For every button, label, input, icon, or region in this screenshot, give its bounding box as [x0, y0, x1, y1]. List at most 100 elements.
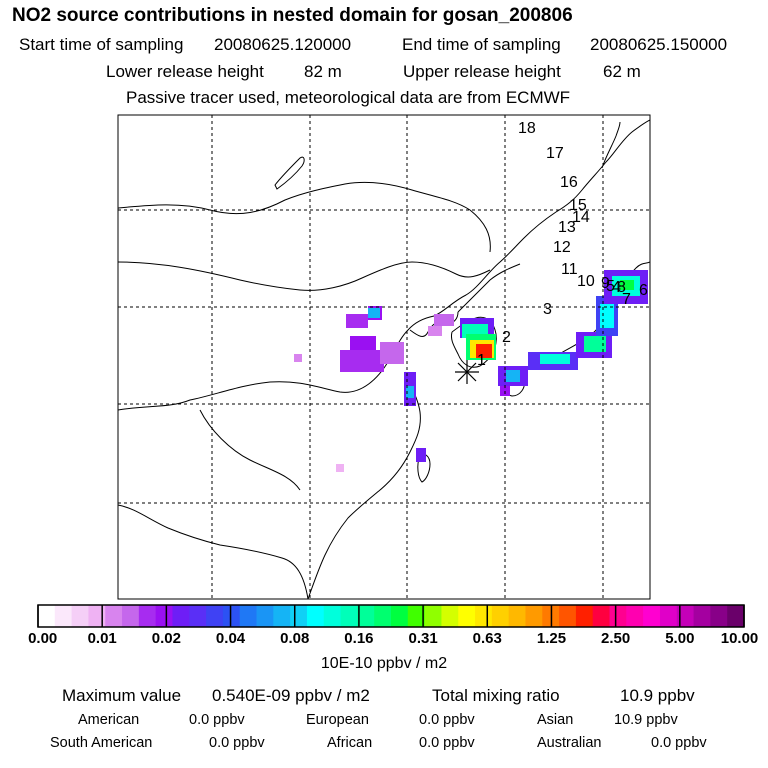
end-time-label: End time of sampling [402, 35, 561, 54]
inner-border [199, 409, 301, 491]
map-frame [117, 114, 651, 600]
source-australian-value: 0.0 ppbv [651, 735, 707, 751]
lower-height-value: 82 m [304, 62, 342, 81]
trajectory-label: 14 [572, 209, 590, 226]
colorbar-swatch [172, 605, 190, 627]
colorbar-swatch [609, 605, 627, 627]
colorbar-tick-label: 0.08 [280, 630, 310, 647]
trajectory-label: 4 [612, 279, 621, 296]
colorbar-swatch [424, 605, 443, 627]
south-china-coast [118, 504, 309, 599]
source-european-value: 0.0 ppbv [419, 712, 475, 728]
lower-height-label: Lower release height [106, 62, 264, 81]
colorbar-swatch [306, 605, 325, 627]
mongolia-border [118, 261, 491, 291]
colorbar-tick-label: 0.04 [215, 630, 246, 647]
end-time-value: 20080625.150000 [590, 35, 728, 54]
trajectory-label: 15 [569, 197, 587, 214]
colorbar-swatch [222, 605, 241, 627]
trajectory-label: 12 [553, 239, 571, 256]
source-contribution-field [294, 270, 648, 472]
trajectory-label: 7 [622, 291, 631, 308]
colorbar-swatch [71, 605, 90, 627]
trajectory-label: 8 [617, 279, 626, 296]
trajectory-label: 18 [518, 120, 536, 137]
trajectory-label: 10 [577, 273, 595, 290]
source-african-label: African [327, 735, 373, 751]
trajectory-label: 1 [477, 352, 486, 369]
colorbar-swatch [727, 605, 745, 627]
colorbar-swatch [575, 605, 594, 627]
colorbar-outline [37, 604, 745, 628]
baikal-lake [274, 156, 305, 190]
colorbar-tick-label: 0.63 [472, 630, 502, 647]
plot-title: NO2 source contributions in nested domai… [12, 5, 573, 26]
colorbar-swatch [659, 605, 678, 627]
colorbar-swatch [475, 605, 493, 627]
colorbar-swatch [38, 605, 56, 627]
colorbar-tick-label: 0.01 [87, 630, 117, 647]
colorbar-swatch [273, 605, 291, 627]
colorbar-swatch [693, 605, 711, 627]
colorbar-swatch [88, 605, 106, 627]
source-south-american-label: South American [50, 735, 153, 751]
colorbar-swatch [138, 605, 157, 627]
colorbar-tick-label: 0.31 [408, 630, 438, 647]
source-american-value: 0.0 ppbv [189, 712, 245, 728]
colorbar-swatch [256, 605, 274, 627]
start-time-value: 20080625.120000 [214, 35, 352, 54]
colorbar-swatch [458, 605, 476, 627]
colorbar-swatch [676, 605, 695, 627]
coastlines [118, 119, 650, 599]
trajectory-label: 3 [543, 301, 552, 318]
colorbar-swatch [407, 605, 426, 627]
colorbar-unit: 10E-10 ppbv / m2 [320, 655, 448, 672]
source-american-label: American [78, 712, 140, 728]
colorbar-swatch [508, 605, 527, 627]
colorbar [37, 604, 745, 628]
colorbar-swatch [54, 605, 73, 627]
tracer-note: Passive tracer used, meteorological data… [126, 88, 571, 107]
start-time-label: Start time of sampling [19, 35, 184, 54]
colorbar-swatch [391, 605, 409, 627]
colorbar-swatch [441, 605, 459, 627]
colorbar-swatch [592, 605, 611, 627]
trajectory-label: 2 [502, 329, 511, 346]
taiwan [417, 453, 431, 483]
colorbar-swatch [559, 605, 577, 627]
lat-lon-grid [118, 115, 650, 599]
colorbar-swatch [105, 605, 123, 627]
colorbar-swatch [525, 605, 543, 627]
colorbar-tick-label: 2.50 [601, 630, 631, 647]
colorbar-swatch [323, 605, 342, 627]
source-african-value: 0.0 ppbv [419, 735, 475, 751]
source-asian-label: Asian [537, 712, 574, 728]
china-korea-border [457, 263, 521, 313]
source-european-label: European [306, 712, 369, 728]
colorbar-swatch [189, 605, 207, 627]
trajectory-label: 11 [561, 261, 578, 278]
colorbar-swatch [710, 605, 728, 627]
colorbar-swatch [643, 605, 661, 627]
russia-border [118, 181, 491, 253]
colorbar-tick-label: 5.00 [665, 630, 695, 647]
colorbar-swatch [626, 605, 644, 627]
colorbar-tick-label: 0.00 [28, 630, 58, 647]
colorbar-swatch [155, 605, 174, 627]
upper-height-label: Upper release height [403, 62, 561, 81]
receptor-marker-icon [455, 360, 479, 384]
colorbar-swatch [290, 605, 308, 627]
trajectory-label: 16 [560, 174, 578, 191]
colorbar-tick-label: 10.00 [720, 630, 759, 647]
sakhalin [601, 121, 621, 169]
total-mixing-label: Total mixing ratio [432, 686, 560, 705]
colorbar-tick-label: 0.02 [151, 630, 181, 647]
colorbar-tick-label: 1.25 [536, 630, 567, 647]
trajectory-label: 5 [606, 278, 615, 295]
colorbar-swatch [206, 605, 224, 627]
colorbar-swatch [357, 605, 375, 627]
trajectory-label: 17 [546, 145, 564, 162]
max-value: 0.540E-09 ppbv / m2 [212, 686, 370, 705]
